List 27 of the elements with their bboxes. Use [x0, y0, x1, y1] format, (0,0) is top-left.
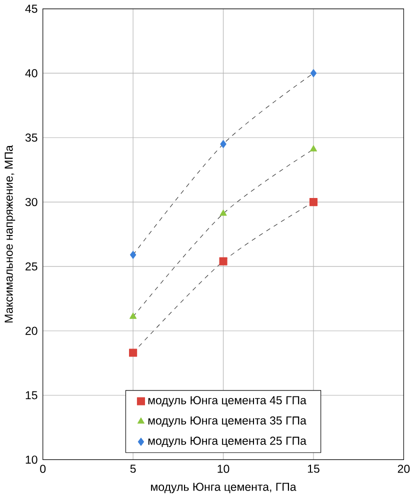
point [220, 210, 227, 216]
y-tick-label: 25 [26, 262, 38, 271]
point [130, 312, 137, 319]
y-tick-label: 30 [25, 198, 38, 206]
x-tick-label: 20 [398, 464, 410, 473]
point [310, 69, 317, 78]
point [219, 257, 228, 266]
point [130, 250, 136, 259]
y-tick-label: 35 [25, 134, 38, 142]
y-tick-label: 15 [26, 391, 38, 400]
legend-label: модуль Юнга цемента 45 ГПа [148, 396, 306, 407]
y-tick-label: 10 [26, 456, 38, 464]
point [310, 198, 318, 206]
point [220, 140, 226, 148]
legend-label: модуль Юнга цемента 35 ГПа [148, 416, 306, 427]
y-tick-label: 40 [25, 69, 38, 78]
y-tick-label: 45 [25, 4, 38, 13]
x-tick-label: 15 [308, 464, 320, 473]
y-tick-label: 20 [26, 326, 38, 335]
x-axis-title: модуль Юнга цемента, ГПа [151, 482, 296, 494]
x-tick-label: 5 [130, 464, 136, 473]
point [129, 348, 138, 357]
y-axis-title: Максимальное напряжение, МПа [4, 145, 16, 322]
x-tick-label: 10 [218, 464, 230, 473]
legend-label: модуль Юнга цемента 25 ГПа [148, 436, 306, 448]
point [310, 145, 318, 152]
x-tick-label: 0 [40, 464, 46, 473]
